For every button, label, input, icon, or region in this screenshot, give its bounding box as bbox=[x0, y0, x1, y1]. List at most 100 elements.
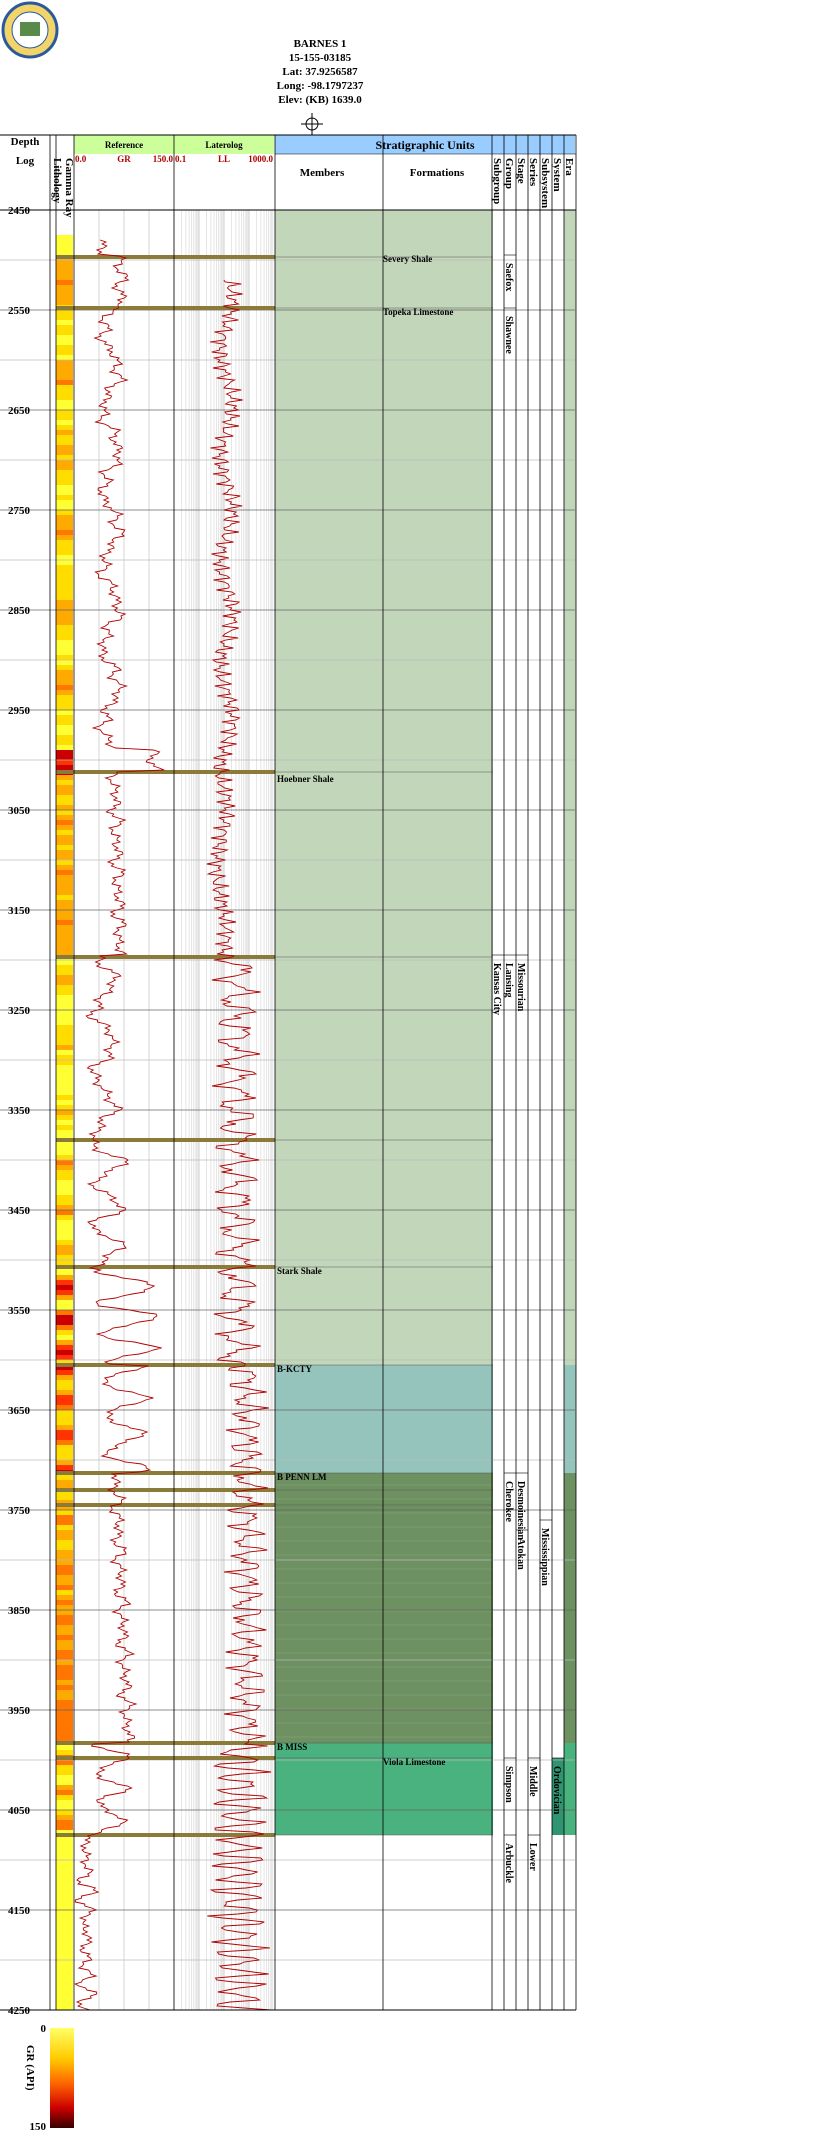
lithology-cell bbox=[56, 1495, 73, 1501]
lithology-cell bbox=[56, 365, 73, 371]
lithology-cell bbox=[56, 1035, 73, 1041]
gr-max-label: 150.0 bbox=[153, 154, 174, 164]
lithology-cell bbox=[56, 1245, 73, 1251]
lithology-cell bbox=[56, 590, 73, 596]
strat-header: Stratigraphic Units bbox=[376, 138, 475, 152]
elevation: Elev: (KB) 1639.0 bbox=[278, 94, 362, 106]
lithology-cell bbox=[56, 1585, 73, 1591]
member-label: B MISS bbox=[277, 1742, 307, 1752]
strat-header-bg bbox=[275, 135, 575, 154]
lithology-cell bbox=[56, 1805, 73, 1811]
depth-tick-label: 4250 bbox=[8, 2005, 31, 2017]
gr-min-label: 0.0 bbox=[75, 154, 87, 164]
lithology-cell bbox=[56, 1485, 73, 1491]
lithology-cell bbox=[56, 1795, 73, 1801]
lithology-cell bbox=[56, 1065, 73, 1071]
era-fill-3 bbox=[564, 1743, 576, 1835]
lithology-cell bbox=[56, 1250, 73, 1256]
series-label: Lower bbox=[527, 1843, 538, 1871]
lithology-cell bbox=[56, 885, 73, 891]
lithology-cell bbox=[56, 790, 73, 796]
lithology-cell bbox=[56, 275, 73, 281]
lithology-cell bbox=[56, 1620, 73, 1626]
lithology-cell bbox=[56, 445, 73, 451]
lithology-cell bbox=[56, 1150, 73, 1156]
lithology-cell bbox=[56, 1790, 73, 1796]
depth-tick-label: 3150 bbox=[8, 905, 31, 917]
lithology-cell bbox=[56, 1540, 73, 1546]
lithology-cell bbox=[56, 330, 73, 336]
boundary-band bbox=[56, 1488, 275, 1492]
lithology-cell bbox=[56, 1075, 73, 1081]
lithology-cell bbox=[56, 1750, 73, 1756]
lithology-cell bbox=[56, 1475, 73, 1481]
system-fill bbox=[552, 1758, 564, 1835]
lithology-cell bbox=[56, 1195, 73, 1201]
well-name: BARNES 1 bbox=[293, 38, 347, 50]
reference-header: Reference bbox=[105, 140, 143, 150]
lithology-cell bbox=[56, 505, 73, 511]
lithology-cell bbox=[56, 1965, 73, 1971]
hier-header-subgroup: Subgroup bbox=[491, 158, 503, 204]
depth-tick-label: 3950 bbox=[8, 1705, 31, 1717]
lithology-cell bbox=[56, 1100, 73, 1106]
lithology-cell bbox=[56, 1520, 73, 1526]
lithology-cell bbox=[56, 1695, 73, 1701]
era-fill-0 bbox=[564, 210, 576, 1365]
boundary-band bbox=[56, 1138, 275, 1142]
lithology-cell bbox=[56, 1345, 73, 1351]
lithology-cell bbox=[56, 845, 73, 851]
lithology-cell bbox=[56, 1355, 73, 1361]
longitude: Long: -98.1797237 bbox=[276, 80, 364, 92]
lithology-cell bbox=[56, 1700, 73, 1706]
lithology-cell bbox=[56, 1635, 73, 1641]
lithology-cell bbox=[56, 1105, 73, 1111]
lithology-cell bbox=[56, 400, 73, 406]
lithology-cell bbox=[56, 1405, 73, 1411]
lithology-cell bbox=[56, 1230, 73, 1236]
lithology-cell bbox=[56, 1300, 73, 1306]
lithology-cell bbox=[56, 1370, 73, 1376]
lithology-cell bbox=[56, 1415, 73, 1421]
lithology-cell bbox=[56, 1870, 73, 1876]
lithology-cell bbox=[56, 320, 73, 326]
lithology-cell bbox=[56, 850, 73, 856]
lithology-cell bbox=[56, 325, 73, 331]
lithology-cell bbox=[56, 910, 73, 916]
lithology-cell bbox=[56, 1395, 73, 1401]
lithology-cell bbox=[56, 1940, 73, 1946]
group-label: Shawnee bbox=[503, 316, 514, 354]
lithology-cell bbox=[56, 1305, 73, 1311]
strat-unit-fill-1 bbox=[275, 1365, 493, 1473]
lithology-cell bbox=[56, 1340, 73, 1346]
reference-header-bg bbox=[74, 135, 174, 154]
lithology-cell bbox=[56, 1875, 73, 1881]
lithology-cell bbox=[56, 420, 73, 426]
lithology-cell bbox=[56, 1900, 73, 1906]
era-fill-1 bbox=[564, 1365, 576, 1473]
lithology-cell bbox=[56, 1240, 73, 1246]
lithology-cell bbox=[56, 1040, 73, 1046]
lithology-cell bbox=[56, 1555, 73, 1561]
lithology-cell bbox=[56, 415, 73, 421]
gamma-ray-header: Gamma Ray bbox=[63, 158, 75, 218]
lithology-cell bbox=[56, 1155, 73, 1161]
lithology-cell bbox=[56, 775, 73, 781]
group-label: Simpson bbox=[503, 1766, 514, 1803]
lithology-cell bbox=[56, 610, 73, 616]
lithology-cell bbox=[56, 460, 73, 466]
lithology-cell bbox=[56, 1715, 73, 1721]
lithology-cell bbox=[56, 725, 73, 731]
lithology-cell bbox=[56, 1270, 73, 1276]
lithology-cell bbox=[56, 735, 73, 741]
lithology-cell bbox=[56, 585, 73, 591]
lithology-cell bbox=[56, 1160, 73, 1166]
lithology-cell bbox=[56, 1580, 73, 1586]
lithology-cell bbox=[56, 520, 73, 526]
lithology-cell bbox=[56, 1360, 73, 1366]
lithology-cell bbox=[56, 1130, 73, 1136]
lithology-cell bbox=[56, 750, 73, 756]
lithology-cell bbox=[56, 535, 73, 541]
lithology-cell bbox=[56, 1000, 73, 1006]
lithology-cell bbox=[56, 700, 73, 706]
